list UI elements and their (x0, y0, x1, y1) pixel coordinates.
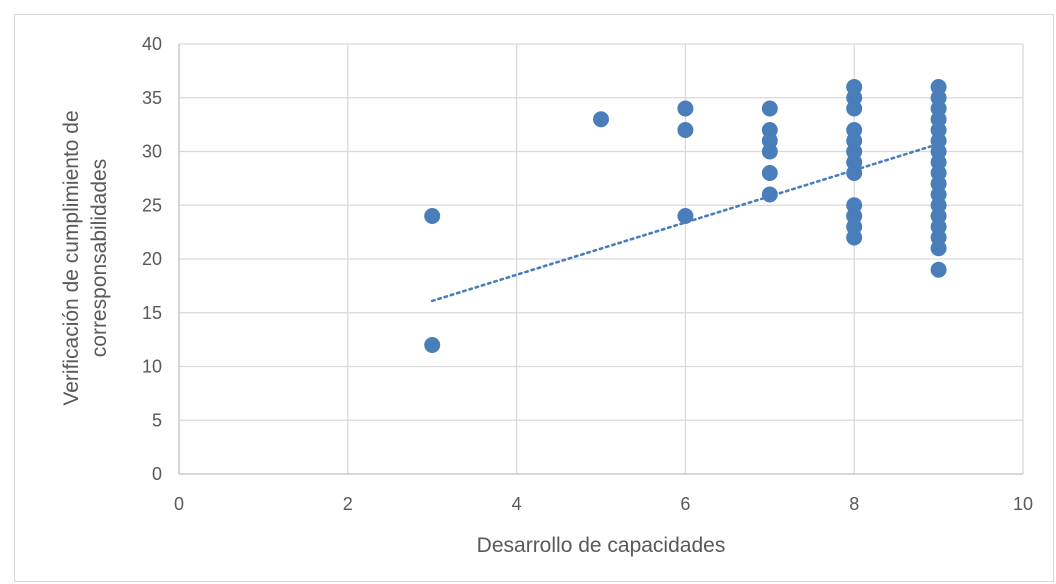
data-point (761, 143, 778, 160)
data-point (424, 208, 441, 224)
y-tick-label: 5 (152, 410, 162, 430)
y-tick-label: 30 (142, 142, 162, 162)
x-tick-label: 6 (680, 494, 690, 514)
x-tick-label: 2 (343, 494, 353, 514)
data-point (846, 165, 863, 181)
data-point (677, 122, 694, 138)
x-tick-label: 8 (849, 494, 859, 514)
y-tick-label: 40 (142, 34, 162, 54)
y-tick-label: 35 (142, 88, 162, 108)
data-point (846, 229, 863, 246)
data-point (761, 186, 778, 203)
data-points (424, 79, 947, 353)
data-point (761, 100, 778, 117)
data-point (424, 337, 441, 353)
gridlines (179, 43, 1024, 474)
chart-frame (14, 14, 1054, 582)
y-tick-label: 10 (142, 357, 162, 377)
y-tick-label: 25 (142, 195, 162, 215)
y-tick-label: 0 (152, 464, 162, 484)
data-point (677, 208, 694, 224)
data-point (930, 240, 947, 257)
y-axis-title-line-2: corresponsabilidades (88, 159, 111, 357)
data-point (593, 111, 609, 128)
tick-labels: 0 5 10 15 20 25 30 35 40 0 2 4 6 8 10 (142, 34, 1033, 514)
data-point (677, 100, 694, 117)
y-axis-title: Verificación de cumplimiento de correspo… (60, 110, 111, 405)
y-tick-label: 15 (142, 303, 162, 323)
axes (178, 44, 1023, 475)
data-point (761, 165, 778, 181)
x-axis-title: Desarrollo de capacidades (477, 534, 726, 557)
x-tick-label: 0 (174, 494, 184, 514)
data-point (846, 100, 863, 117)
y-tick-label: 20 (142, 249, 162, 269)
x-tick-label: 4 (512, 494, 522, 514)
y-axis-title-line-1: Verificación de cumplimiento de (60, 110, 83, 405)
data-point (930, 261, 947, 278)
x-tick-label: 10 (1013, 494, 1033, 514)
